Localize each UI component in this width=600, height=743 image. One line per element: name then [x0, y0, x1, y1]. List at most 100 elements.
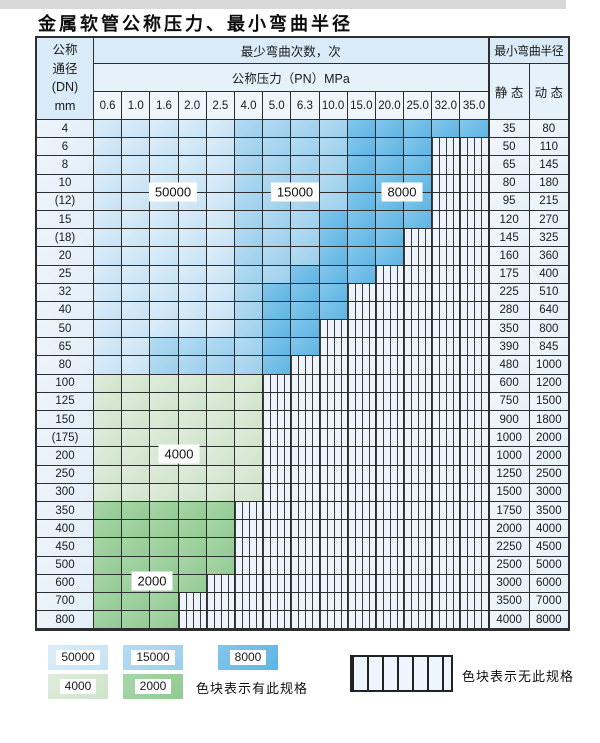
grid-cell: [347, 465, 376, 484]
dynamic-value-cell: 7000: [529, 592, 568, 612]
grid-cell: [432, 411, 461, 430]
grid-cell: [319, 265, 348, 284]
grid-cell: [206, 120, 235, 139]
grid-cell: [319, 501, 348, 521]
legend-no-spec-swatch: [350, 655, 453, 692]
static-value-cell: 2000: [487, 520, 530, 539]
dn-cell: (175): [37, 429, 94, 448]
grid-cell: [460, 229, 489, 248]
grid-cell: [404, 210, 433, 230]
grid-cell: [460, 156, 489, 175]
grid-cell: [206, 229, 235, 248]
grid-cell: [94, 356, 123, 375]
dynamic-value-cell: 8000: [529, 611, 568, 630]
grid-cell: [234, 265, 264, 284]
grid-cell: [319, 411, 348, 430]
grid-cell: [122, 447, 151, 466]
spec-table: 公称 通径 (DN) mm 最少弯曲次数，次 最小弯曲半径 公称压力（PN）MP…: [35, 36, 570, 632]
grid-cell: [347, 301, 376, 321]
grid-cell: [404, 283, 433, 302]
grid-cell: [263, 265, 292, 284]
legend-swatch-8000: 8000: [218, 645, 278, 670]
grid-cell: [150, 374, 179, 393]
static-value-cell: 900: [487, 411, 530, 430]
grid-cell: [347, 265, 376, 284]
dn-cell: 6: [37, 138, 94, 157]
grid-cell: [206, 611, 235, 630]
grid-cell: [319, 520, 348, 539]
static-value-cell: 3500: [487, 592, 530, 612]
grid-cell: [263, 392, 292, 411]
grid-cell: [404, 374, 433, 393]
grid-cell: [319, 465, 348, 484]
grid-cell: [404, 429, 433, 448]
grid-cell: [178, 156, 207, 175]
grid-cell: [404, 156, 433, 175]
grid-cell: [375, 574, 405, 593]
legend-swatch-4000: 4000: [48, 674, 108, 699]
grid-cell: [347, 392, 376, 411]
grid-cell: [291, 501, 320, 521]
dn-cell: 15: [37, 210, 94, 230]
dynamic-value-cell: 325: [529, 229, 568, 248]
grid-cell: [150, 411, 179, 430]
legend-swatch-label: 2000: [134, 679, 172, 694]
grid-cell: [234, 320, 264, 339]
dynamic-value-cell: 510: [529, 283, 568, 302]
grid-cell: [206, 192, 235, 211]
grid-cell: [234, 592, 264, 612]
grid-cell: [234, 301, 264, 321]
grid-cell: [178, 374, 207, 393]
grid-cell: [460, 174, 489, 193]
min-bend-radius-header: 最小弯曲半径: [487, 38, 568, 64]
dynamic-value-cell: 4500: [529, 538, 568, 557]
grid-cell: [234, 338, 264, 357]
grid-cell: [460, 320, 489, 339]
grid-cell: [347, 192, 376, 211]
grid-cell: [122, 483, 151, 502]
grid-cell: [347, 611, 376, 630]
dn-cell: 350: [37, 501, 94, 521]
legend-swatch-label: 4000: [59, 679, 97, 694]
grid-cell: [94, 483, 123, 502]
static-value-cell: 350: [487, 320, 530, 339]
grid-cell: [319, 574, 348, 593]
grid-cell: [432, 611, 461, 630]
legend-swatch-50000: 50000: [48, 645, 108, 670]
grid-cell: [404, 592, 433, 612]
grid-cell: [150, 356, 179, 375]
grid-cell: [206, 411, 235, 430]
grid-cell: [319, 356, 348, 375]
grid-cell: [432, 501, 461, 521]
grid-cell: [375, 283, 405, 302]
grid-cell: [206, 174, 235, 193]
grid-cell: [404, 229, 433, 248]
legend-note-available: 色块表示有此规格: [196, 681, 309, 696]
dynamic-value-cell: 6000: [529, 574, 568, 593]
grid-cell: [234, 574, 264, 593]
grid-cell: [319, 229, 348, 248]
grid-cell: [319, 301, 348, 321]
grid-cell: [122, 538, 151, 557]
grid-cell: [347, 283, 376, 302]
grid-cell: [94, 156, 123, 175]
pressure-tick: 4.0: [234, 92, 264, 120]
dn-cell: (12): [37, 192, 94, 211]
grid-cell: [347, 229, 376, 248]
grid-cell: [432, 447, 461, 466]
grid-cell: [319, 120, 348, 139]
legend-swatch-15000: 15000: [123, 645, 183, 670]
grid-cell: [347, 356, 376, 375]
grid-cell: [178, 229, 207, 248]
pressure-tick: 10.0: [319, 92, 348, 120]
grid-cell: [291, 356, 320, 375]
grid-cell: [206, 356, 235, 375]
grid-cell: [206, 320, 235, 339]
static-value-cell: 50: [487, 138, 530, 157]
grid-cell: [206, 338, 235, 357]
grid-cell: [291, 592, 320, 612]
dn-cell: 400: [37, 520, 94, 539]
dn-cell: 125: [37, 392, 94, 411]
grid-cell: [291, 210, 320, 230]
grid-cell: [122, 392, 151, 411]
